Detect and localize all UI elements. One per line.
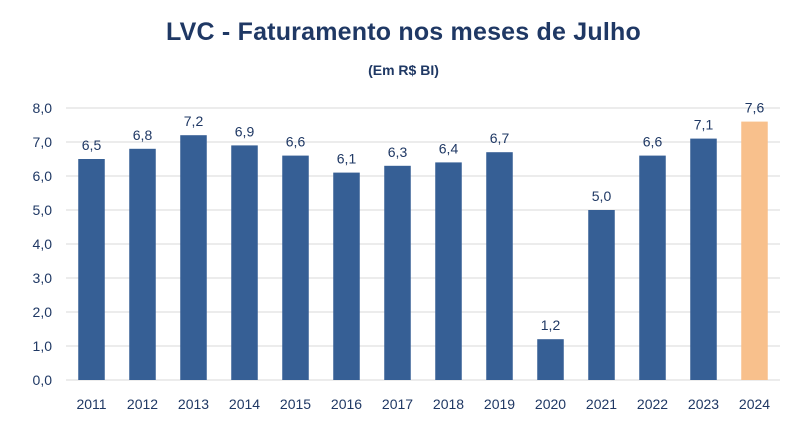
- data-label: 5,0: [592, 188, 612, 204]
- data-label: 6,6: [286, 134, 306, 150]
- bar: [282, 155, 309, 380]
- bar: [741, 121, 768, 380]
- bar: [129, 148, 156, 380]
- data-label: 6,6: [643, 134, 663, 150]
- x-tick-label: 2014: [229, 396, 260, 412]
- chart-title: LVC - Faturamento nos meses de Julho: [166, 18, 641, 46]
- chart-subtitle: (Em R$ BI): [368, 62, 439, 78]
- data-label: 1,2: [541, 317, 561, 333]
- bar: [639, 155, 666, 380]
- y-tick-label: 7,0: [33, 134, 53, 150]
- x-tick-label: 2018: [433, 396, 464, 412]
- bar: [588, 210, 615, 380]
- x-tick-label: 2011: [76, 396, 106, 412]
- x-tick-label: 2020: [535, 396, 566, 412]
- data-label: 6,9: [235, 123, 255, 139]
- y-tick-label: 1,0: [33, 338, 53, 354]
- y-tick-label: 8,0: [33, 100, 53, 116]
- bar: [486, 152, 513, 380]
- data-label: 7,6: [745, 100, 765, 116]
- data-label: 6,7: [490, 130, 510, 146]
- x-tick-label: 2021: [586, 396, 617, 412]
- x-tick-label: 2017: [382, 396, 413, 412]
- bar: [384, 165, 411, 380]
- y-tick-label: 4,0: [33, 236, 53, 252]
- bar: [333, 172, 360, 380]
- x-tick-label: 2016: [331, 396, 362, 412]
- x-tick-label: 2013: [178, 396, 209, 412]
- x-tick-label: 2012: [127, 396, 158, 412]
- data-label: 7,2: [184, 113, 204, 129]
- data-label: 6,8: [133, 127, 153, 143]
- x-tick-label: 2023: [688, 396, 719, 412]
- data-label: 7,1: [694, 117, 714, 133]
- data-label: 6,3: [388, 144, 408, 160]
- data-label: 6,5: [82, 137, 102, 153]
- x-tick-label: 2019: [484, 396, 515, 412]
- bar: [435, 162, 462, 380]
- bar: [690, 138, 717, 380]
- data-label: 6,1: [337, 151, 357, 167]
- bar: [231, 145, 258, 380]
- x-tick-label: 2015: [280, 396, 311, 412]
- y-tick-label: 3,0: [33, 270, 53, 286]
- bar: [537, 339, 564, 380]
- bar: [180, 135, 207, 380]
- y-tick-label: 2,0: [33, 304, 53, 320]
- x-tick-label: 2024: [739, 396, 770, 412]
- y-tick-label: 0,0: [33, 372, 53, 388]
- bar: [78, 159, 105, 380]
- data-label: 6,4: [439, 140, 459, 156]
- y-tick-label: 5,0: [33, 202, 53, 218]
- y-tick-label: 6,0: [33, 168, 53, 184]
- x-tick-label: 2022: [637, 396, 668, 412]
